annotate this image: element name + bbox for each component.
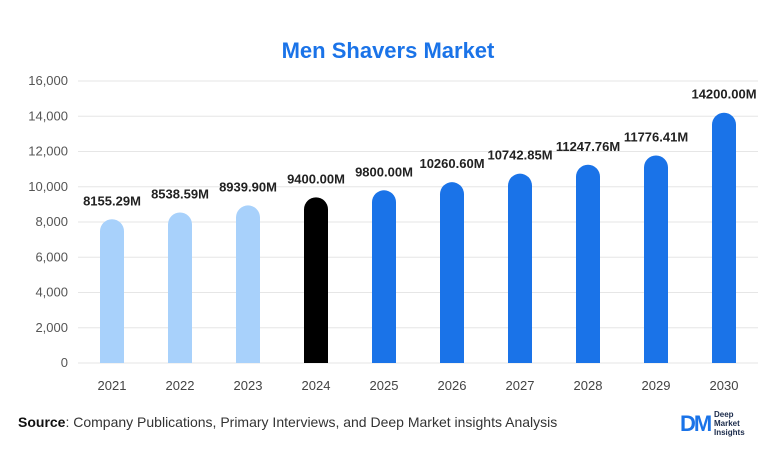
x-tick-2027: 2027 <box>506 378 535 393</box>
source-label: Source <box>18 414 66 430</box>
y-tick-label: 8,000 <box>35 214 68 229</box>
y-tick-label: 4,000 <box>35 285 68 300</box>
logo-line-3: Insights <box>714 428 745 437</box>
bar-2024 <box>304 197 328 363</box>
data-label-2027: 10742.85M <box>487 148 552 163</box>
x-tick-2028: 2028 <box>574 378 603 393</box>
brand-logo: DM Deep Market Insights <box>680 409 760 439</box>
bar-chart: 0 2,000 4,000 6,000 8,000 10,000 12,000 14,000 1… <box>28 73 758 393</box>
data-label-2024: 9400.00M <box>287 171 345 186</box>
logo-mark: DM <box>680 411 712 436</box>
y-tick-label: 14,000 <box>28 108 68 123</box>
y-tick-label: 2,000 <box>35 320 68 335</box>
x-tick-2026: 2026 <box>438 378 467 393</box>
bar-2023 <box>236 205 260 363</box>
x-tick-2025: 2025 <box>370 378 399 393</box>
bar-2027 <box>508 173 532 363</box>
y-tick-label: 12,000 <box>28 144 68 159</box>
x-tick-2030: 2030 <box>710 378 739 393</box>
bar-2021 <box>100 219 124 363</box>
data-label-2022: 8538.59M <box>151 187 209 202</box>
source-text: : Company Publications, Primary Intervie… <box>65 414 558 430</box>
bars <box>100 112 736 363</box>
logo-line-1: Deep <box>714 410 734 419</box>
data-label-2028: 11247.76M <box>556 139 620 154</box>
logo-line-2: Market <box>714 419 740 428</box>
data-label-2025: 9800.00M <box>355 164 413 179</box>
bar-2022 <box>168 212 192 363</box>
bar-2025 <box>372 190 396 363</box>
x-tick-2021: 2021 <box>98 378 127 393</box>
bar-2030 <box>712 112 736 363</box>
data-label-2029: 11776.41M <box>624 129 688 144</box>
y-tick-label: 16,000 <box>28 73 68 88</box>
data-label-2023: 8939.90M <box>219 179 277 194</box>
data-label-2026: 10260.60M <box>419 156 484 171</box>
x-tick-2022: 2022 <box>166 378 195 393</box>
bar-2028 <box>576 164 600 363</box>
data-label-2030: 14200.00M <box>691 87 756 102</box>
bar-2029 <box>644 155 668 363</box>
y-tick-label: 10,000 <box>28 179 68 194</box>
y-tick-label: 6,000 <box>35 249 68 264</box>
data-labels: 8155.29M 8538.59M 8939.90M 9400.00M 9800.00M… <box>83 87 756 209</box>
y-axis-ticks: 0 2,000 4,000 6,000 8,000 10,000 12,000 14,000 1… <box>28 73 68 370</box>
x-tick-2023: 2023 <box>234 378 263 393</box>
x-axis-ticks: 2021 2022 2023 2024 2025 2026 2027 2028 2029 2030 <box>98 378 739 393</box>
chart-title: Men Shavers Market <box>281 38 495 63</box>
source-note: Source: Company Publications, Primary In… <box>18 414 557 430</box>
logo-text: Deep Market Insights <box>714 410 745 437</box>
y-tick-label: 0 <box>61 355 68 370</box>
x-tick-2029: 2029 <box>642 378 671 393</box>
data-label-2021: 8155.29M <box>83 193 141 208</box>
bar-2026 <box>440 182 464 363</box>
x-tick-2024: 2024 <box>302 378 331 393</box>
